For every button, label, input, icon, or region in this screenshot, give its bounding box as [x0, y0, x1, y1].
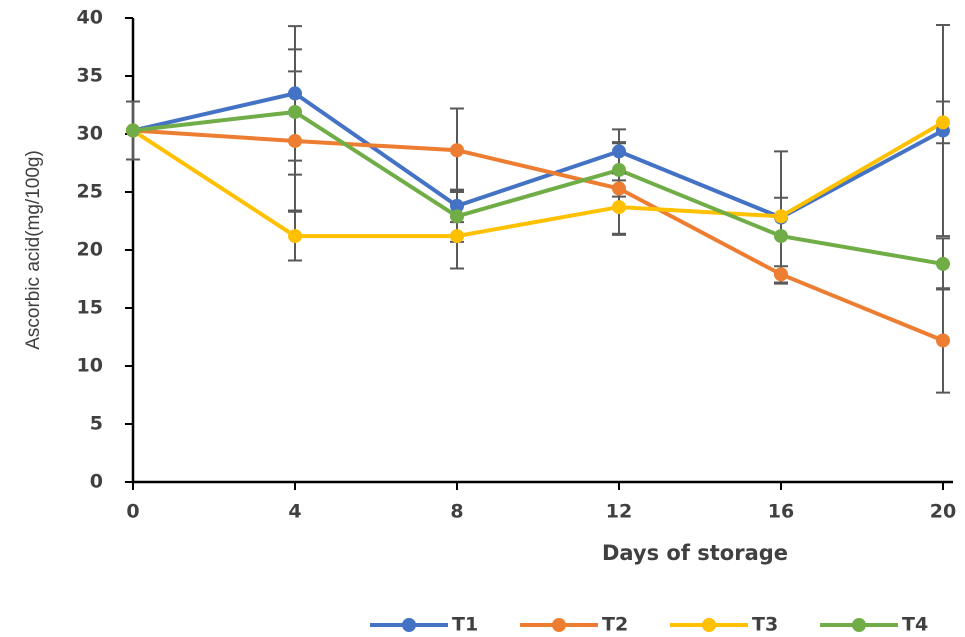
point: [612, 181, 626, 196]
legend-label: T1: [452, 614, 478, 636]
series-line: [131, 120, 945, 239]
series-line: [132, 91, 944, 220]
point: [774, 267, 788, 282]
y-tick-label: 35: [77, 65, 103, 87]
point: [288, 86, 302, 101]
y-axis-title: Ascorbic acid(mg/100g): [23, 150, 44, 350]
point: [936, 333, 950, 348]
legend-marker: [702, 618, 716, 632]
legend-label: T2: [602, 614, 628, 636]
y-tick-label: 15: [77, 297, 103, 319]
x-tick-label: 20: [930, 501, 956, 523]
point: [288, 133, 302, 148]
point: [774, 209, 788, 224]
legend-marker: [402, 618, 416, 632]
y-tick-label: 25: [77, 181, 103, 203]
x-tick-label: 12: [606, 501, 632, 523]
point: [612, 162, 626, 177]
series-line: [132, 128, 944, 343]
y-tick-label: 10: [77, 355, 103, 377]
point: [774, 229, 788, 244]
x-tick-label: 8: [450, 501, 463, 523]
x-tick-label: 16: [768, 501, 794, 523]
point: [612, 144, 626, 159]
point: [450, 143, 464, 158]
y-tick-label: 20: [77, 239, 103, 261]
series-line: [132, 109, 944, 266]
point: [936, 256, 950, 271]
legend-marker: [852, 618, 866, 632]
y-tick-label: 40: [77, 7, 103, 29]
x-tick-label: 0: [126, 501, 139, 523]
point: [450, 229, 464, 244]
legend-label: T3: [752, 614, 778, 636]
point: [450, 198, 464, 213]
legend-marker: [552, 618, 566, 632]
y-tick-label: 30: [77, 123, 103, 145]
point: [126, 123, 140, 138]
point: [288, 229, 302, 244]
legend-label: T4: [902, 614, 928, 636]
point: [612, 200, 626, 215]
point: [936, 115, 950, 130]
y-tick-label: 0: [90, 471, 103, 493]
y-tick-label: 5: [90, 413, 103, 435]
x-axis-title: Days of storage: [602, 541, 788, 565]
x-tick-label: 4: [288, 501, 301, 523]
point: [288, 104, 302, 119]
point: [450, 209, 464, 224]
